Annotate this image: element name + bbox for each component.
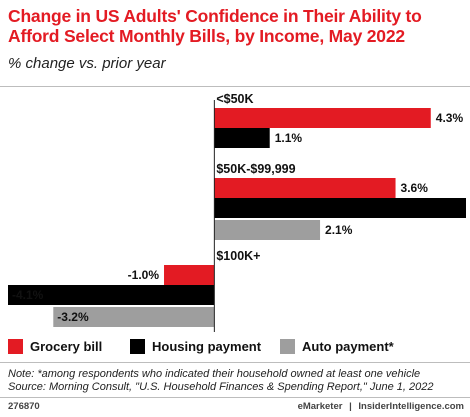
category-label: $50K-$99,999 <box>216 162 295 176</box>
legend-swatch-grocery <box>8 339 23 354</box>
bar <box>164 265 215 285</box>
chart-subtitle: % change vs. prior year <box>8 55 166 72</box>
legend-label-auto: Auto payment* <box>302 339 394 354</box>
brand-emarketer: eMarketer <box>297 401 343 412</box>
note-text: Note: *among respondents who indicated t… <box>8 368 421 380</box>
top-divider <box>0 86 470 87</box>
notes: Note: *among respondents who indicated t… <box>8 368 433 394</box>
bar <box>214 220 321 240</box>
data-label: 1.1% <box>275 131 303 145</box>
legend-label-grocery: Grocery bill <box>30 339 103 354</box>
chart-id: 276870 <box>8 401 40 412</box>
bar <box>214 128 270 148</box>
bar <box>214 198 466 218</box>
data-label: -1.0% <box>128 268 160 282</box>
bar <box>214 108 431 128</box>
source-text: Source: Morning Consult, "U.S. Household… <box>8 381 434 393</box>
footer-brand: eMarketer | InsiderIntelligence.com <box>298 401 464 412</box>
category-label: $100K+ <box>216 249 260 263</box>
brand-insider: InsiderIntelligence.com <box>358 401 464 412</box>
legend-swatch-housing <box>130 339 145 354</box>
data-label: -3.2% <box>57 310 89 324</box>
data-label: 3.6% <box>401 181 429 195</box>
legend-item-grocery: Grocery bill <box>8 339 102 354</box>
footer-divider <box>0 397 470 398</box>
bar-chart: <$50K4.3%1.1%$50K-$99,9993.6%5.0%2.1%$10… <box>8 92 466 332</box>
category-label: <$50K <box>216 92 253 106</box>
data-label: 4.3% <box>436 111 464 125</box>
legend: Grocery bill Housing payment Auto paymen… <box>8 339 468 355</box>
data-label: -4.1% <box>12 288 44 302</box>
legend-item-housing: Housing payment <box>130 339 261 354</box>
legend-label-housing: Housing payment <box>152 339 262 354</box>
legend-item-auto: Auto payment* <box>280 339 394 354</box>
bar <box>53 307 215 327</box>
bottom-divider <box>0 362 470 363</box>
bar <box>214 178 396 198</box>
data-label: 2.1% <box>325 223 353 237</box>
bar <box>8 285 215 305</box>
chart-title: Change in US Adults' Confidence in Their… <box>8 6 422 46</box>
brand-separator: | <box>349 401 352 412</box>
legend-swatch-auto <box>280 339 295 354</box>
